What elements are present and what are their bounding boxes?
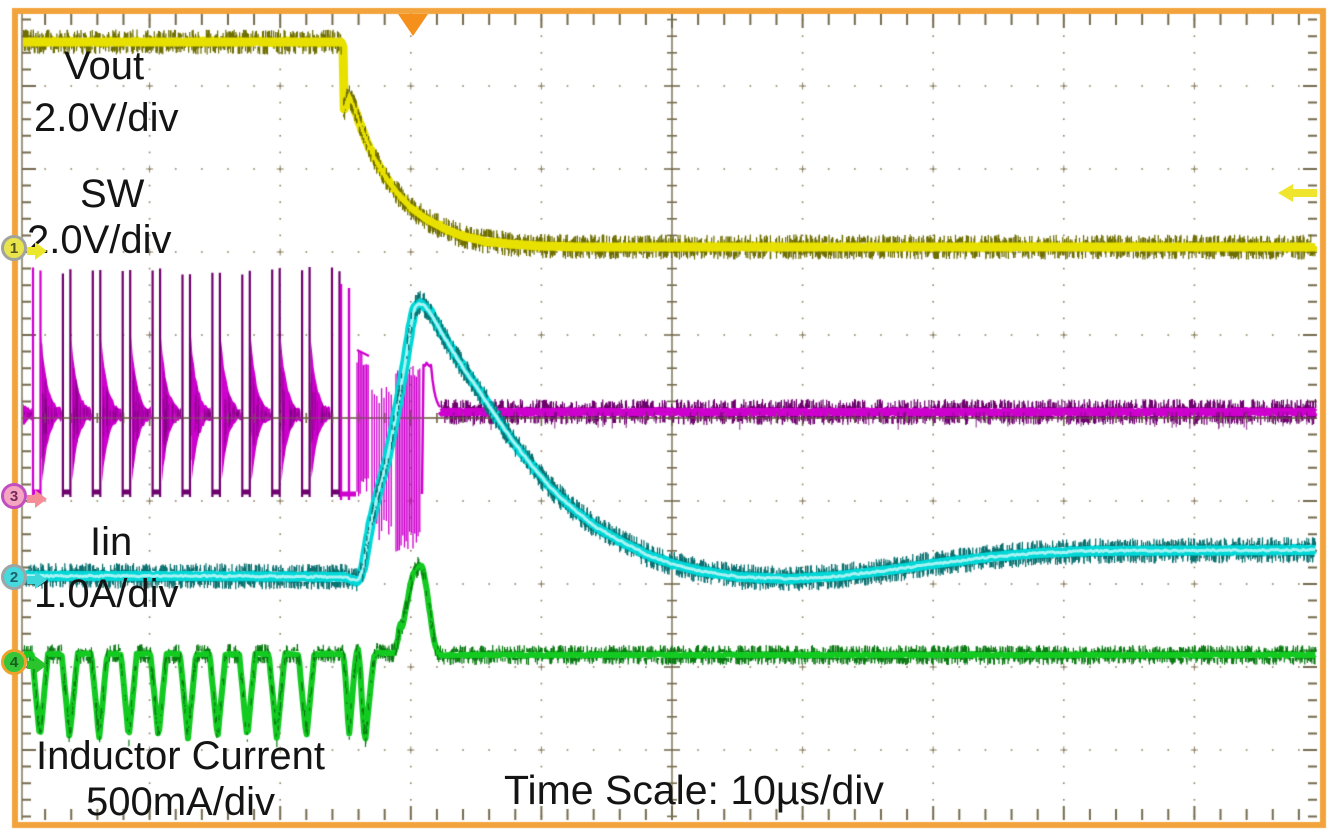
channel4-arrow-shaft [27,661,36,669]
sw-channel-label: SW [80,172,145,216]
channel4-marker: 4 [1,649,47,675]
inductor-current-label: Inductor Current [36,734,326,778]
iin-channel-label: Iin [90,520,133,564]
sw-scale-label: 2.0V/div [27,218,172,262]
channel1-arrow-shaft [27,247,36,255]
channel3-number: 3 [9,487,19,505]
channel4-number: 4 [9,653,19,671]
channel2-number: 2 [9,568,19,586]
vout-channel-label: Vout [64,44,145,88]
channel3-marker: 3 [1,483,47,509]
channel4-arrow-icon [35,656,47,674]
inductor-scale-label: 500mA/div [86,780,275,824]
channel3-arrow-shaft [27,495,36,503]
channel2-marker: 2 [1,564,47,590]
vout-scale-label: 2.0V/div [34,96,179,140]
channel2-arrow-icon [35,571,47,589]
channel1-arrow-icon [35,242,47,260]
trigger-position-icon [398,14,428,36]
iin-scale-label: 1.0A/div [34,572,179,616]
channel2-arrow-shaft [27,576,36,584]
time-scale-label: Time Scale: 10µs/div [504,767,884,813]
channel1-marker: 1 [1,235,47,261]
trigger-level-arrow-tip [1278,184,1293,202]
trigger-level-arrow-shaft [1292,189,1317,197]
channel3-arrow-icon [35,490,47,508]
channel1-number: 1 [9,239,19,257]
